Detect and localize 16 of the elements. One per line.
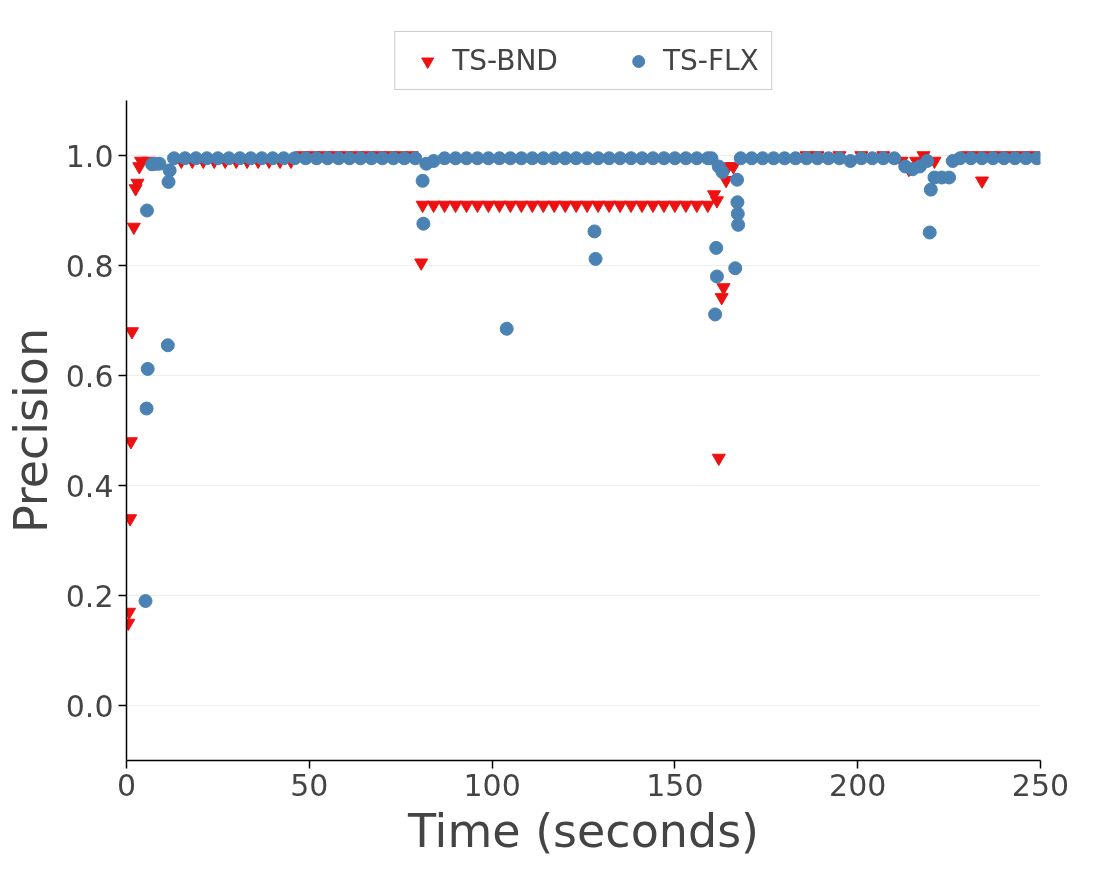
y-tick-label: 0.0: [65, 688, 114, 724]
x-tick-label: 150: [646, 767, 704, 803]
y-tick-label: 0.8: [65, 248, 114, 284]
x-tick-label: 250: [1011, 767, 1070, 803]
legend-label: TS-BND: [452, 44, 558, 77]
x-tick-label: 50: [290, 767, 329, 803]
x-axis-title: Time (seconds): [406, 803, 760, 858]
y-tick-label: 1.0: [65, 138, 114, 174]
legend-label: TS-FLX: [662, 44, 759, 77]
x-tick-label: 200: [829, 767, 887, 803]
x-tick-label: 100: [463, 767, 521, 803]
y-tick-label: 0.6: [65, 358, 114, 394]
y-axis-title: Precision: [3, 327, 58, 534]
y-tick-label: 0.2: [65, 578, 114, 614]
y-tick-label: 0.4: [65, 468, 114, 504]
x-tick-label: 0: [116, 767, 137, 803]
